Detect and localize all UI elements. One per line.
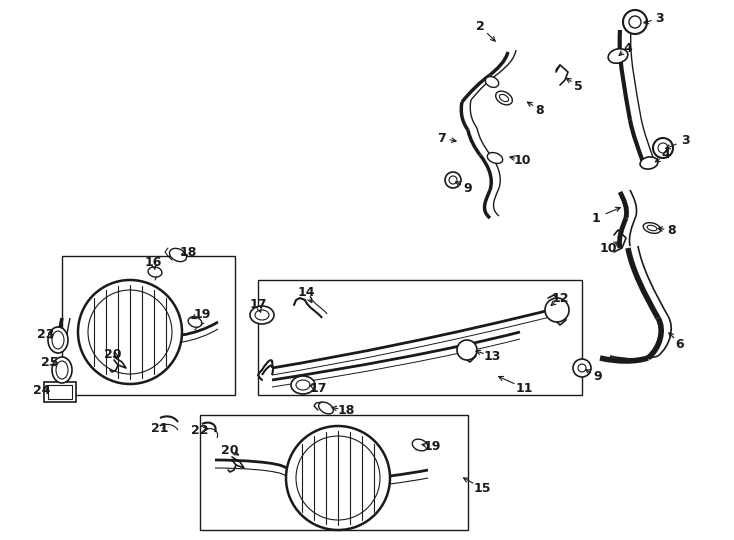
Ellipse shape [250, 306, 274, 324]
Ellipse shape [413, 439, 428, 451]
Ellipse shape [52, 357, 72, 383]
Text: 11: 11 [515, 381, 533, 395]
Text: 12: 12 [551, 292, 569, 305]
Text: 16: 16 [145, 255, 161, 268]
Ellipse shape [487, 153, 503, 164]
Text: 17: 17 [250, 299, 266, 312]
Text: 15: 15 [473, 482, 491, 495]
Text: 7: 7 [437, 132, 446, 145]
Circle shape [449, 176, 457, 184]
Ellipse shape [296, 380, 310, 390]
Text: 5: 5 [574, 79, 582, 92]
Text: 10: 10 [599, 241, 617, 254]
Ellipse shape [647, 225, 657, 231]
Circle shape [573, 359, 591, 377]
Ellipse shape [319, 402, 333, 414]
Bar [48, 385, 72, 399]
Circle shape [578, 364, 586, 372]
Ellipse shape [52, 331, 64, 349]
Circle shape [286, 426, 390, 530]
Ellipse shape [495, 91, 512, 105]
Text: 8: 8 [668, 224, 676, 237]
Ellipse shape [640, 157, 658, 169]
Circle shape [78, 280, 182, 384]
Text: 4: 4 [624, 42, 633, 55]
Bar [200, 415, 468, 530]
Circle shape [457, 340, 477, 360]
Ellipse shape [255, 310, 269, 320]
Circle shape [88, 290, 172, 374]
Text: 8: 8 [536, 104, 545, 117]
Text: 23: 23 [37, 327, 55, 341]
Text: 19: 19 [193, 307, 211, 321]
Circle shape [629, 16, 641, 28]
Text: 18: 18 [338, 403, 355, 416]
Bar [258, 280, 582, 395]
Text: 2: 2 [476, 19, 484, 32]
Text: 18: 18 [179, 246, 197, 259]
Circle shape [658, 143, 668, 153]
Ellipse shape [188, 317, 202, 327]
Circle shape [445, 172, 461, 188]
Ellipse shape [291, 376, 315, 394]
Text: 6: 6 [676, 338, 684, 350]
Text: 1: 1 [592, 212, 600, 225]
Ellipse shape [148, 267, 162, 277]
Text: 21: 21 [151, 422, 169, 435]
Circle shape [623, 10, 647, 34]
Ellipse shape [608, 49, 628, 63]
Text: 24: 24 [33, 383, 51, 396]
Text: 19: 19 [424, 440, 440, 453]
Text: 3: 3 [655, 11, 664, 24]
Text: 4: 4 [661, 148, 670, 161]
Text: 17: 17 [309, 381, 327, 395]
Ellipse shape [499, 94, 509, 102]
Circle shape [653, 138, 673, 158]
Ellipse shape [643, 222, 661, 233]
Text: 9: 9 [594, 369, 603, 382]
Ellipse shape [48, 327, 68, 353]
Text: 20: 20 [104, 348, 122, 361]
Text: 14: 14 [297, 287, 315, 300]
Bar [62, 256, 235, 395]
Text: 9: 9 [464, 181, 472, 194]
Bar [44, 382, 76, 402]
Text: 25: 25 [41, 355, 59, 368]
Circle shape [545, 298, 569, 322]
Ellipse shape [485, 77, 498, 87]
Text: 22: 22 [192, 423, 208, 436]
Circle shape [296, 436, 380, 520]
Text: 3: 3 [682, 133, 690, 146]
Ellipse shape [56, 361, 68, 379]
Text: 13: 13 [483, 349, 501, 362]
Text: 10: 10 [513, 153, 531, 166]
Ellipse shape [170, 248, 186, 262]
Text: 20: 20 [221, 443, 239, 456]
